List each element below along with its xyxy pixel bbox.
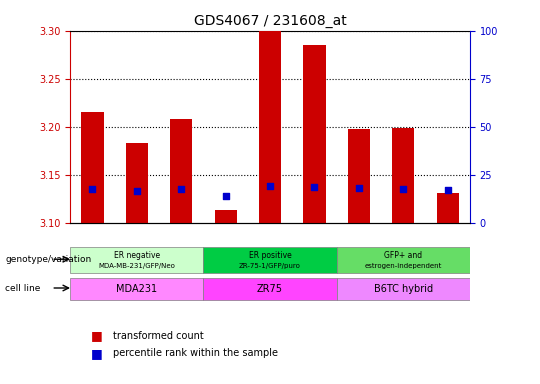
Title: GDS4067 / 231608_at: GDS4067 / 231608_at: [194, 14, 346, 28]
Text: GFP+ and: GFP+ and: [384, 252, 422, 260]
Bar: [170, 119, 192, 223]
Text: ■: ■: [91, 347, 103, 360]
Point: [443, 187, 452, 193]
Bar: [303, 45, 326, 223]
Point: [354, 185, 363, 191]
FancyBboxPatch shape: [336, 278, 470, 300]
Text: transformed count: transformed count: [113, 331, 204, 341]
Bar: [392, 127, 414, 223]
Point: [221, 193, 230, 199]
Bar: [259, 31, 281, 223]
Text: ER negative: ER negative: [114, 252, 160, 260]
Point: [399, 186, 408, 192]
Point: [310, 184, 319, 190]
FancyBboxPatch shape: [70, 247, 204, 273]
Bar: [214, 210, 237, 223]
Text: genotype/variation: genotype/variation: [5, 255, 92, 264]
Point: [266, 183, 274, 189]
Point: [177, 186, 186, 192]
Text: ZR75: ZR75: [257, 284, 283, 294]
FancyBboxPatch shape: [204, 278, 336, 300]
Bar: [126, 143, 148, 223]
Text: cell line: cell line: [5, 284, 41, 293]
Bar: [436, 193, 458, 223]
Point: [88, 186, 97, 192]
FancyBboxPatch shape: [70, 278, 204, 300]
Bar: [82, 112, 104, 223]
Bar: [348, 129, 370, 223]
FancyBboxPatch shape: [336, 247, 470, 273]
Point: [132, 188, 141, 194]
Text: ZR-75-1/GFP/puro: ZR-75-1/GFP/puro: [239, 263, 301, 270]
Text: B6TC hybrid: B6TC hybrid: [374, 284, 433, 294]
Text: MDA-MB-231/GFP/Neo: MDA-MB-231/GFP/Neo: [98, 263, 176, 270]
Text: MDA231: MDA231: [116, 284, 157, 294]
Text: ER positive: ER positive: [248, 252, 292, 260]
FancyBboxPatch shape: [204, 247, 336, 273]
Text: percentile rank within the sample: percentile rank within the sample: [113, 348, 279, 358]
Text: estrogen-independent: estrogen-independent: [364, 263, 442, 270]
Text: ■: ■: [91, 329, 103, 343]
